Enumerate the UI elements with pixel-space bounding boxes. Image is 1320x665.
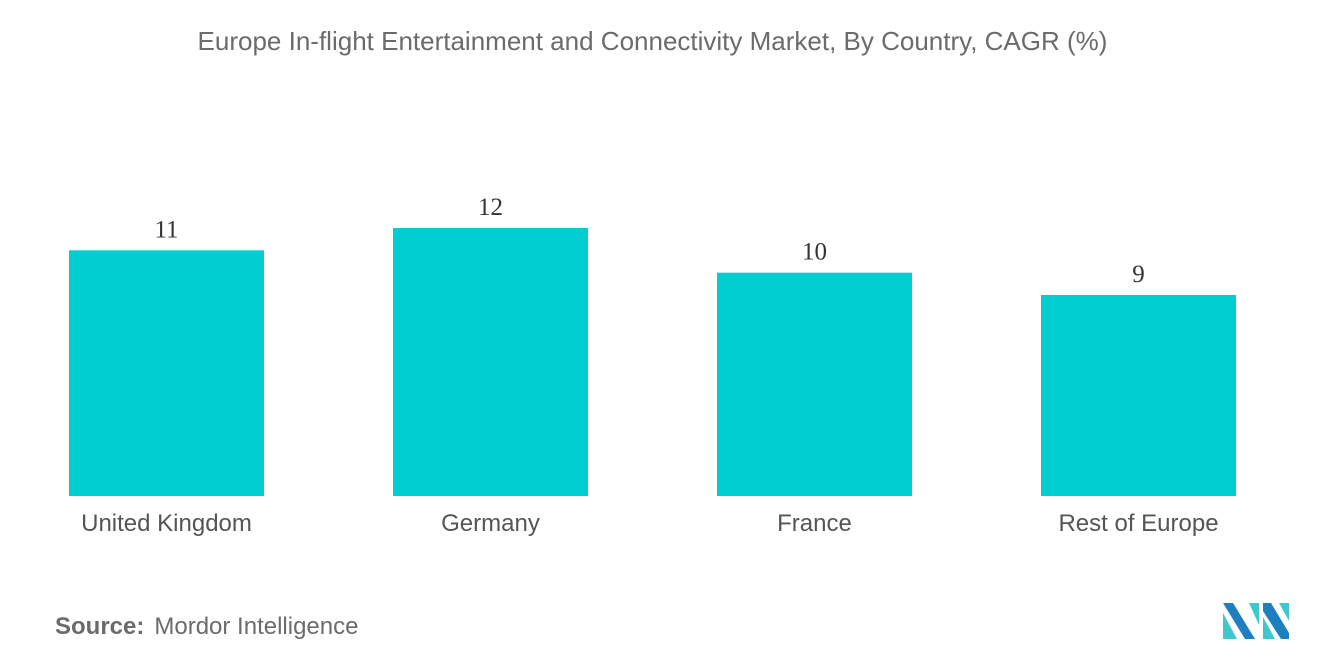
- data-label: 10: [802, 239, 827, 266]
- x-tick-label: Rest of Europe: [1058, 510, 1218, 537]
- x-tick-label: Germany: [441, 510, 540, 537]
- source-note: Source: Mordor Intelligence: [55, 613, 358, 641]
- bar-2: [717, 272, 912, 496]
- x-tick-label: France: [777, 510, 852, 537]
- source-value: Mordor Intelligence: [154, 613, 359, 640]
- bar-0: [69, 250, 264, 496]
- source-label: Source:: [55, 613, 145, 640]
- bar-1: [393, 228, 588, 496]
- data-label: 12: [478, 194, 503, 221]
- chart-title: Europe In-flight Entertainment and Conne…: [197, 26, 1108, 56]
- data-label: 9: [1132, 261, 1145, 288]
- x-tick-label: United Kingdom: [81, 510, 252, 537]
- bar-chart: 11 United Kingdom 12 Germany 10 France 9 Rest o…: [69, 194, 1236, 537]
- bar-3: [1041, 295, 1236, 496]
- data-label: 11: [154, 216, 178, 243]
- mordor-logo-icon: [1223, 603, 1289, 639]
